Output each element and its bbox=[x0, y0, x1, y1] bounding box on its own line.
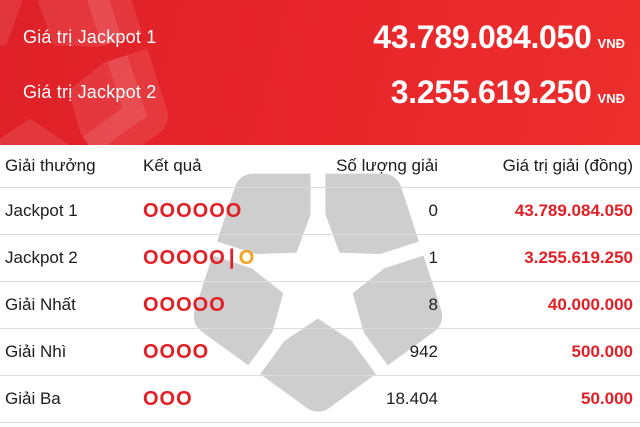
prize-name: Giải Ba bbox=[5, 389, 61, 408]
prize-table: Giải thưởng Kết quả Số lượng giải Giá tr… bbox=[0, 145, 640, 423]
col-header-result: Kết quả bbox=[143, 156, 202, 175]
col-header-prize: Giải thưởng bbox=[5, 156, 96, 175]
prize-amount: 40.000.000 bbox=[547, 295, 633, 314]
prize-name: Jackpot 1 bbox=[5, 201, 78, 220]
jackpot1-currency: VNĐ bbox=[597, 35, 625, 51]
winner-count: 0 bbox=[428, 201, 438, 220]
prize-name: Giải Nhất bbox=[5, 295, 76, 314]
result-marks: OOOOOO bbox=[143, 200, 288, 223]
match-circles: OOOOOO bbox=[143, 199, 243, 222]
prize-amount: 500.000 bbox=[571, 342, 633, 361]
jackpot1-row: Giá trị Jackpot 1 43.789.084.050 VNĐ bbox=[23, 17, 625, 57]
col-header-value: Giá trị giải (đồng) bbox=[502, 156, 633, 175]
match-circles: OOOOO bbox=[143, 247, 226, 269]
winner-count: 1 bbox=[428, 248, 438, 267]
table-row-third-prize: Giải Ba OOO 18.404 50.000 bbox=[0, 376, 640, 423]
col-header-count: Số lượng giải bbox=[336, 156, 438, 175]
match-circles: OOOO bbox=[143, 340, 210, 363]
jackpot2-currency: VNĐ bbox=[597, 90, 625, 106]
bonus-match-circle: O bbox=[238, 247, 255, 269]
prize-amount: 50.000 bbox=[581, 389, 633, 408]
result-marks: OOOOO bbox=[143, 294, 288, 317]
jackpot1-label: Giá trị Jackpot 1 bbox=[23, 26, 157, 47]
jackpot-banner: Giá trị Jackpot 1 43.789.084.050 VNĐ Giá… bbox=[0, 0, 640, 145]
winner-count: 942 bbox=[409, 342, 438, 361]
table-row-jackpot1: Jackpot 1 OOOOOO 0 43.789.084.050 bbox=[0, 188, 640, 235]
match-circles: OOOOO bbox=[143, 293, 226, 316]
prize-name: Jackpot 2 bbox=[5, 248, 78, 267]
table-header-row: Giải thưởng Kết quả Số lượng giải Giá tr… bbox=[0, 145, 640, 188]
jackpot2-value: 3.255.619.250 bbox=[390, 73, 592, 110]
table-row-first-prize: Giải Nhất OOOOO 8 40.000.000 bbox=[0, 282, 640, 329]
result-marks: OOOOO | O bbox=[143, 246, 288, 270]
jackpot2-row: Giá trị Jackpot 2 3.255.619.250 VNĐ bbox=[23, 72, 625, 112]
winner-count: 18.404 bbox=[386, 389, 438, 408]
table-row-second-prize: Giải Nhì OOOO 942 500.000 bbox=[0, 329, 640, 376]
prize-name: Giải Nhì bbox=[5, 342, 67, 361]
jackpot1-value: 43.789.084.050 bbox=[373, 18, 592, 55]
winner-count: 8 bbox=[428, 295, 438, 314]
prize-amount: 43.789.084.050 bbox=[514, 201, 633, 220]
jackpot2-label: Giá trị Jackpot 2 bbox=[23, 81, 157, 102]
result-marks: OOO bbox=[143, 388, 288, 411]
prize-amount: 3.255.619.250 bbox=[524, 248, 633, 267]
table-row-jackpot2: Jackpot 2 OOOOO | O 1 3.255.619.250 bbox=[0, 235, 640, 282]
result-marks: OOOO bbox=[143, 341, 288, 364]
prize-results-section: Giải thưởng Kết quả Số lượng giải Giá tr… bbox=[0, 145, 640, 427]
match-circles: OOO bbox=[143, 387, 193, 410]
bonus-divider: | bbox=[228, 246, 235, 269]
